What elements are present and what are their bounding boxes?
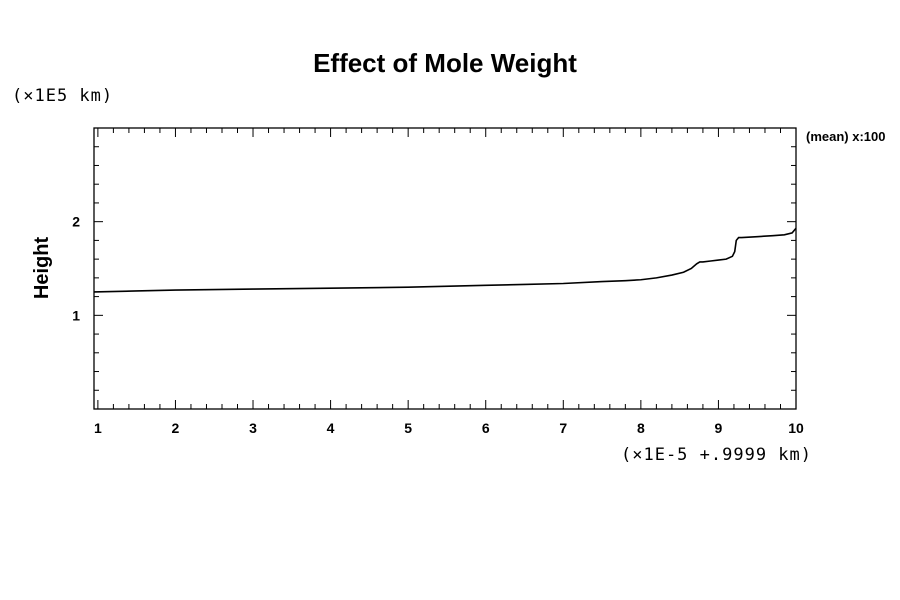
chart-title: Effect of Mole Weight (313, 48, 577, 78)
y-axis-label: Height (31, 237, 53, 300)
x-tick-label: 10 (788, 420, 804, 436)
x-tick-label: 2 (172, 420, 180, 436)
x-tick-labels: 1 2 3 4 5 6 7 8 9 10 (94, 420, 804, 436)
x-tick-label: 3 (249, 420, 257, 436)
y-axis-multiplier: (×1E5 km) (12, 86, 113, 106)
y-tick-labels: 12 (72, 214, 80, 324)
series-line (93, 227, 797, 293)
x-tick-label: 6 (482, 420, 490, 436)
x-tick-label: 9 (715, 420, 723, 436)
minor-ticks (94, 128, 797, 409)
annotation-mean: (mean) x:100 (806, 129, 885, 144)
x-tick-label: 1 (94, 420, 102, 436)
x-tick-label: 5 (404, 420, 412, 436)
plot-frame (93, 127, 797, 410)
y-tick-label: 1 (72, 307, 80, 323)
x-tick-label: 7 (559, 420, 567, 436)
y-tick-label: 2 (72, 214, 80, 230)
x-axis-label: (×1E-5 +.9999 km) (621, 445, 812, 465)
x-tick-label: 4 (327, 420, 335, 436)
x-tick-label: 8 (637, 420, 645, 436)
